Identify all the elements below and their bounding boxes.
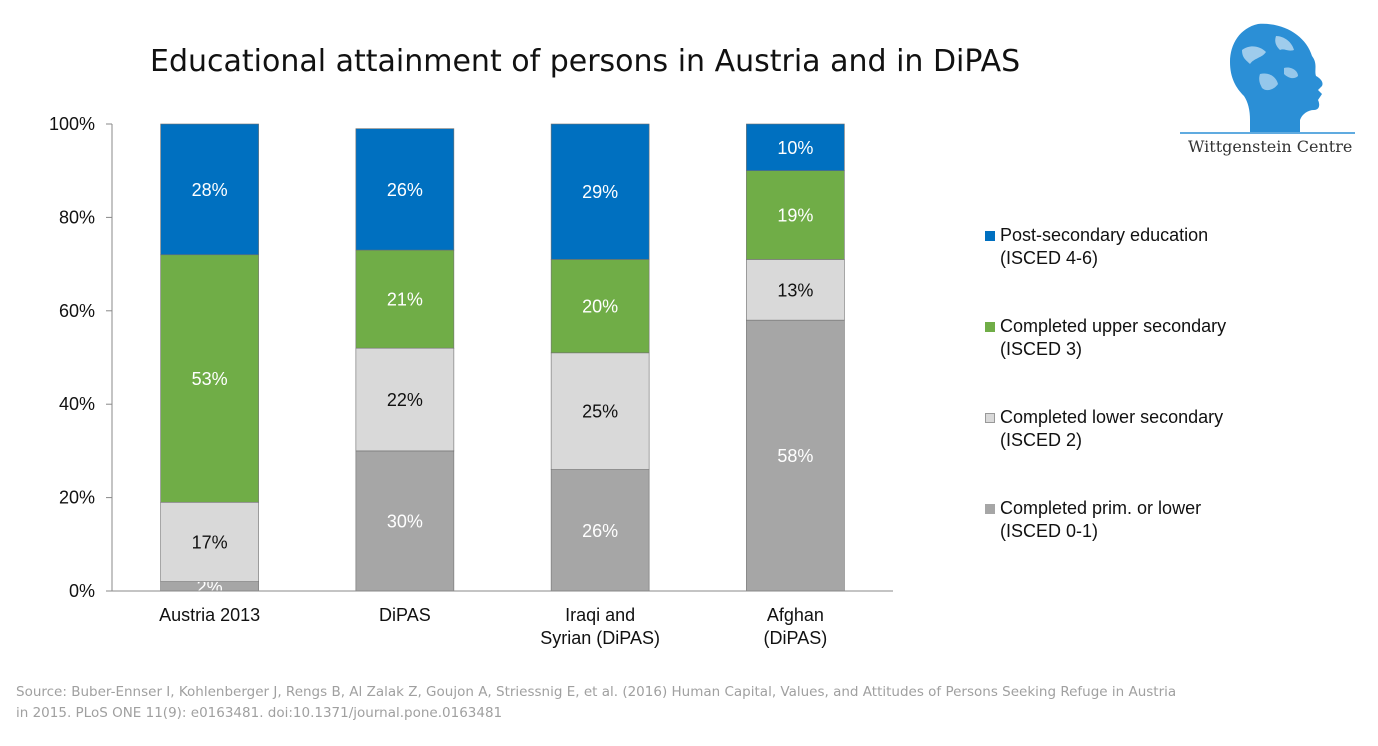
logo-name: Wittgenstein Centre [1188, 137, 1353, 156]
bar-segment [160, 254, 259, 503]
legend-label-sub: (ISCED 0-1) [1000, 521, 1099, 541]
source-citation: Source: Buber-Ennser I, Kohlenberger J, … [16, 682, 1296, 724]
y-tick-label: 20% [59, 488, 95, 508]
data-label: 26% [582, 521, 618, 541]
legend-label-sub: (ISCED 4-6) [1000, 248, 1099, 268]
legend-item-primary-or-lower: Completed prim. or lower (ISCED 0-1) [985, 497, 1201, 543]
x-category-label: Syrian (DiPAS) [540, 628, 660, 648]
y-tick-label: 60% [59, 301, 95, 321]
bar-segment [746, 259, 845, 321]
bar-segment [550, 352, 650, 470]
legend-swatch-lower-secondary [985, 413, 995, 423]
legend-label-sub: (ISCED 2) [1000, 430, 1083, 450]
data-label: 22% [387, 390, 423, 410]
bar-segment [746, 319, 845, 592]
y-tick-label: 0% [69, 581, 95, 601]
data-label: 58% [777, 446, 813, 466]
bar-segment [550, 469, 650, 592]
legend-label: Completed upper secondary [1000, 316, 1227, 336]
legend-swatch-post-secondary [985, 231, 995, 241]
head-globe-icon [1180, 23, 1355, 134]
data-label: 19% [777, 206, 813, 226]
bar-segment [355, 347, 455, 452]
bar-segment [746, 123, 845, 172]
data-label: 21% [387, 290, 423, 310]
source-line-2: in 2015. PLoS ONE 11(9): e0163481. doi:1… [16, 705, 503, 721]
x-category-label: (DiPAS) [764, 628, 828, 648]
data-label: 53% [192, 369, 228, 389]
data-label: 26% [387, 180, 423, 200]
legend-label-sub: (ISCED 3) [1000, 339, 1083, 359]
data-label: 28% [192, 180, 228, 200]
x-category-label: Afghan [767, 605, 824, 625]
x-category-label: Iraqi and [565, 605, 635, 625]
data-label: 25% [582, 402, 618, 422]
y-tick-label: 80% [59, 207, 95, 227]
legend-item-lower-secondary: Completed lower secondary (ISCED 2) [985, 406, 1223, 452]
source-line-1: Source: Buber-Ennser I, Kohlenberger J, … [16, 684, 1177, 700]
bar-segment [160, 501, 259, 582]
legend-item-upper-secondary: Completed upper secondary (ISCED 3) [985, 315, 1226, 361]
x-category-label: DiPAS [379, 605, 431, 625]
bar-segment [550, 259, 650, 354]
data-label: 20% [582, 297, 618, 317]
data-label: 30% [387, 511, 423, 531]
legend-label: Post-secondary education [1000, 225, 1209, 245]
chart-title: Educational attainment of persons in Aus… [150, 44, 1021, 79]
legend-swatch-primary-or-lower [985, 504, 995, 514]
legend-label: Completed prim. or lower [1000, 498, 1202, 518]
legend-swatch-upper-secondary [985, 322, 995, 332]
bar-segment [550, 123, 650, 260]
data-label: 17% [192, 532, 228, 552]
bar-segment [746, 170, 845, 260]
data-label: 29% [582, 182, 618, 202]
data-label: 10% [777, 138, 813, 158]
x-category-label: Austria 2013 [159, 605, 260, 625]
y-tick-label: 40% [59, 394, 95, 414]
legend-item-post-secondary: Post-secondary education (ISCED 4-6) [985, 224, 1208, 270]
bar-segment [160, 123, 259, 256]
data-label: 13% [777, 280, 813, 300]
y-tick-label: 100% [49, 114, 95, 134]
legend-label: Completed lower secondary [1000, 407, 1224, 427]
bar-segment [355, 128, 455, 251]
